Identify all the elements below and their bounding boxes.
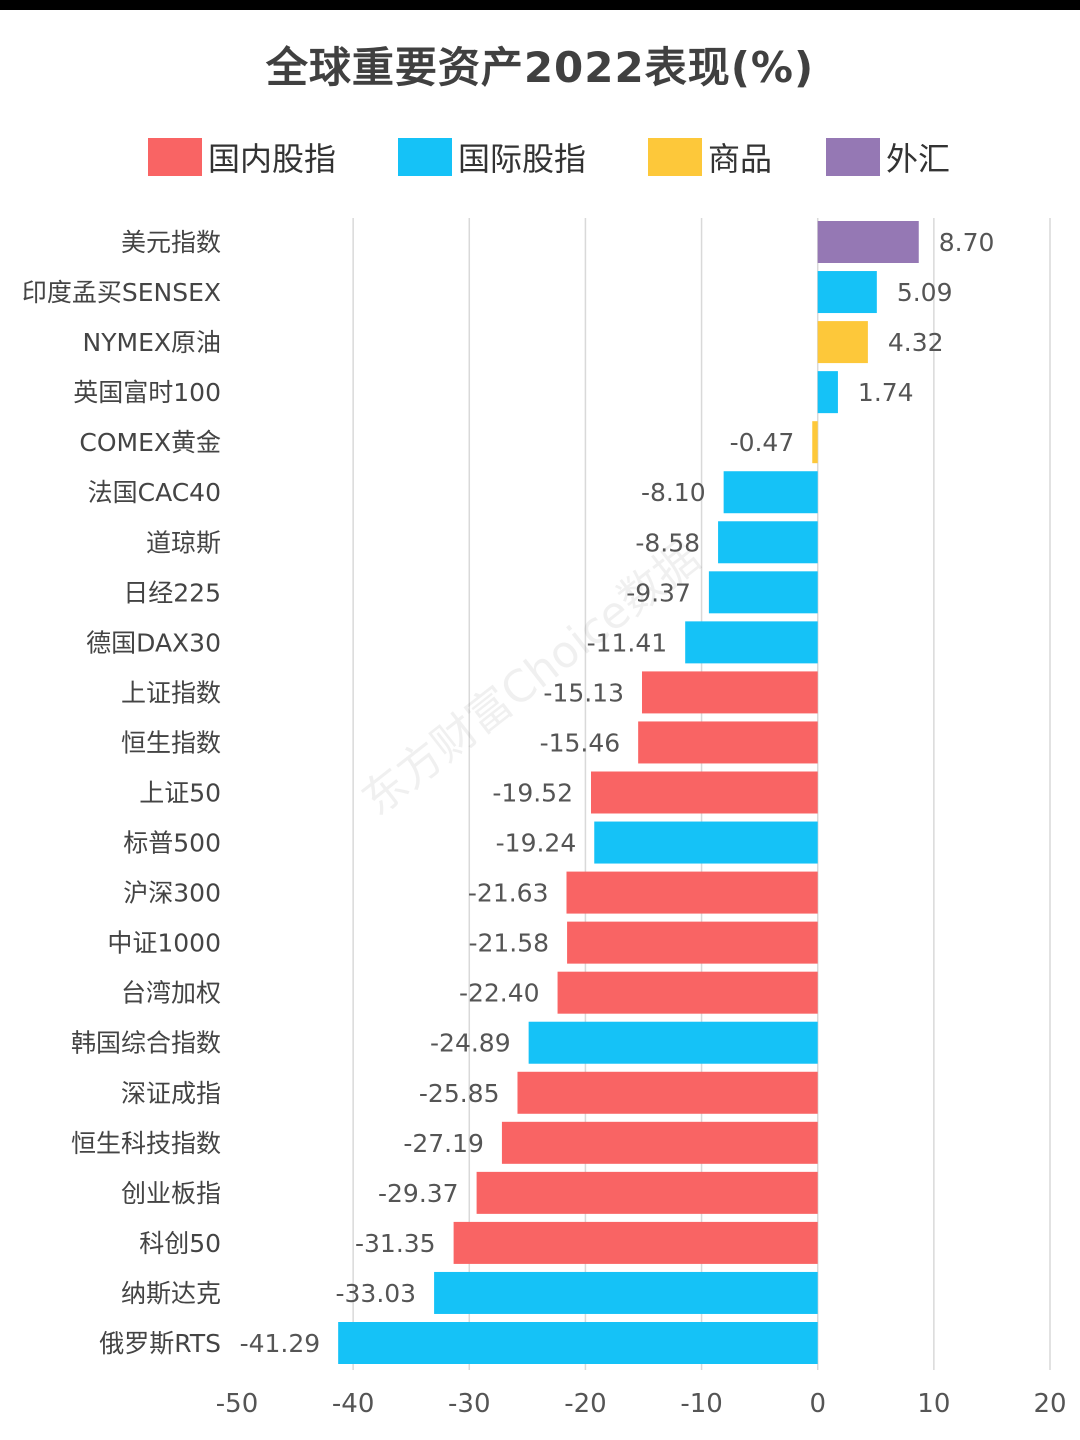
bar (718, 521, 818, 564)
bar (812, 421, 818, 464)
legend-item-commodity: 商品 (648, 134, 772, 180)
category-label: 创业板指 (121, 1179, 221, 1208)
data-label: -19.52 (492, 779, 573, 808)
category-label: 台湾加权 (121, 979, 221, 1008)
category-label: 日经225 (123, 578, 221, 607)
bar (566, 871, 818, 914)
x-tick-label: -50 (216, 1389, 258, 1419)
data-label: -8.58 (635, 528, 700, 557)
category-label: 上证指数 (121, 678, 221, 707)
category-label: 法国CAC40 (88, 478, 221, 507)
bar (567, 921, 818, 964)
bar (638, 721, 818, 764)
bar (708, 571, 818, 614)
category-label: 标普500 (123, 829, 221, 858)
bar (594, 821, 818, 864)
x-tick-label: -40 (332, 1389, 374, 1419)
category-label: 沪深300 (123, 879, 221, 908)
category-label: 美元指数 (121, 228, 221, 257)
data-label: -29.37 (378, 1179, 459, 1208)
category-label: 纳斯达克 (121, 1279, 221, 1308)
category-label: NYMEX原油 (83, 328, 221, 357)
legend-label: 外汇 (886, 140, 951, 178)
category-label: 道琼斯 (146, 528, 221, 557)
bar (338, 1322, 818, 1364)
data-label: -24.89 (430, 1029, 511, 1058)
bar (453, 1221, 818, 1264)
legend-swatch (826, 138, 881, 176)
data-label: -21.58 (468, 929, 549, 958)
category-label: 德国DAX30 (86, 628, 221, 657)
legend-label: 国际股指 (458, 140, 587, 178)
legend: 国内股指 国际股指 商品 外汇 (148, 134, 1012, 180)
data-label: 5.09 (897, 278, 953, 307)
data-label: -27.19 (403, 1129, 484, 1158)
category-label: COMEX黄金 (79, 428, 221, 457)
bar (817, 221, 919, 263)
category-label: 俄罗斯RTS (99, 1329, 221, 1358)
data-label: -21.63 (468, 879, 549, 908)
bar (434, 1271, 818, 1314)
x-tick-label: 0 (809, 1389, 826, 1419)
data-label: -9.37 (626, 578, 691, 607)
chart-title: 全球重要资产2022表现(%) (265, 43, 815, 92)
category-label: 恒生科技指数 (71, 1129, 221, 1158)
category-label: 上证50 (139, 779, 221, 808)
x-tick-label: -10 (680, 1389, 722, 1419)
legend-label: 商品 (708, 140, 773, 178)
data-label: -11.41 (587, 628, 668, 657)
data-label: -8.10 (641, 478, 706, 507)
data-label: 8.70 (939, 228, 995, 257)
data-label: -15.13 (543, 678, 624, 707)
data-label: -41.29 (240, 1329, 321, 1358)
top-bar (0, 0, 1080, 10)
bar (723, 471, 818, 514)
bar (591, 771, 818, 814)
data-label: 4.32 (888, 328, 944, 357)
x-tick-label: -20 (564, 1389, 606, 1419)
bar (476, 1171, 818, 1214)
bar (641, 671, 818, 714)
category-label: 科创50 (139, 1229, 221, 1258)
legend-item-international: 国际股指 (398, 134, 586, 180)
bar (817, 321, 868, 364)
x-tick-label: 20 (1033, 1389, 1066, 1419)
bar (817, 371, 838, 414)
data-label: -33.03 (336, 1279, 417, 1308)
bar (685, 621, 818, 664)
data-label: -22.40 (459, 979, 540, 1008)
category-label: 中证1000 (107, 929, 221, 958)
data-label: -31.35 (355, 1229, 436, 1258)
legend-swatch (648, 138, 703, 176)
x-tick-label: 10 (917, 1389, 950, 1419)
category-label: 恒生指数 (121, 728, 221, 757)
legend-item-fx: 外汇 (826, 134, 950, 180)
data-label: -19.24 (496, 829, 577, 858)
data-label: -15.46 (540, 728, 621, 757)
legend-swatch (148, 138, 202, 176)
data-label: 1.74 (858, 378, 914, 407)
bar (517, 1071, 818, 1114)
bar (817, 271, 877, 314)
bar (528, 1021, 818, 1064)
x-tick-label: -30 (448, 1389, 490, 1419)
data-label: -25.85 (419, 1079, 500, 1108)
category-label: 印度孟买SENSEX (22, 278, 221, 307)
bar (557, 971, 818, 1014)
category-label: 深证成指 (121, 1079, 221, 1108)
legend-label: 国内股指 (208, 140, 337, 178)
category-label: 英国富时100 (73, 378, 221, 407)
legend-swatch (398, 138, 453, 176)
data-label: -0.47 (730, 428, 795, 457)
bar (501, 1121, 818, 1164)
legend-item-domestic: 国内股指 (148, 134, 336, 180)
category-label: 韩国综合指数 (71, 1029, 221, 1058)
